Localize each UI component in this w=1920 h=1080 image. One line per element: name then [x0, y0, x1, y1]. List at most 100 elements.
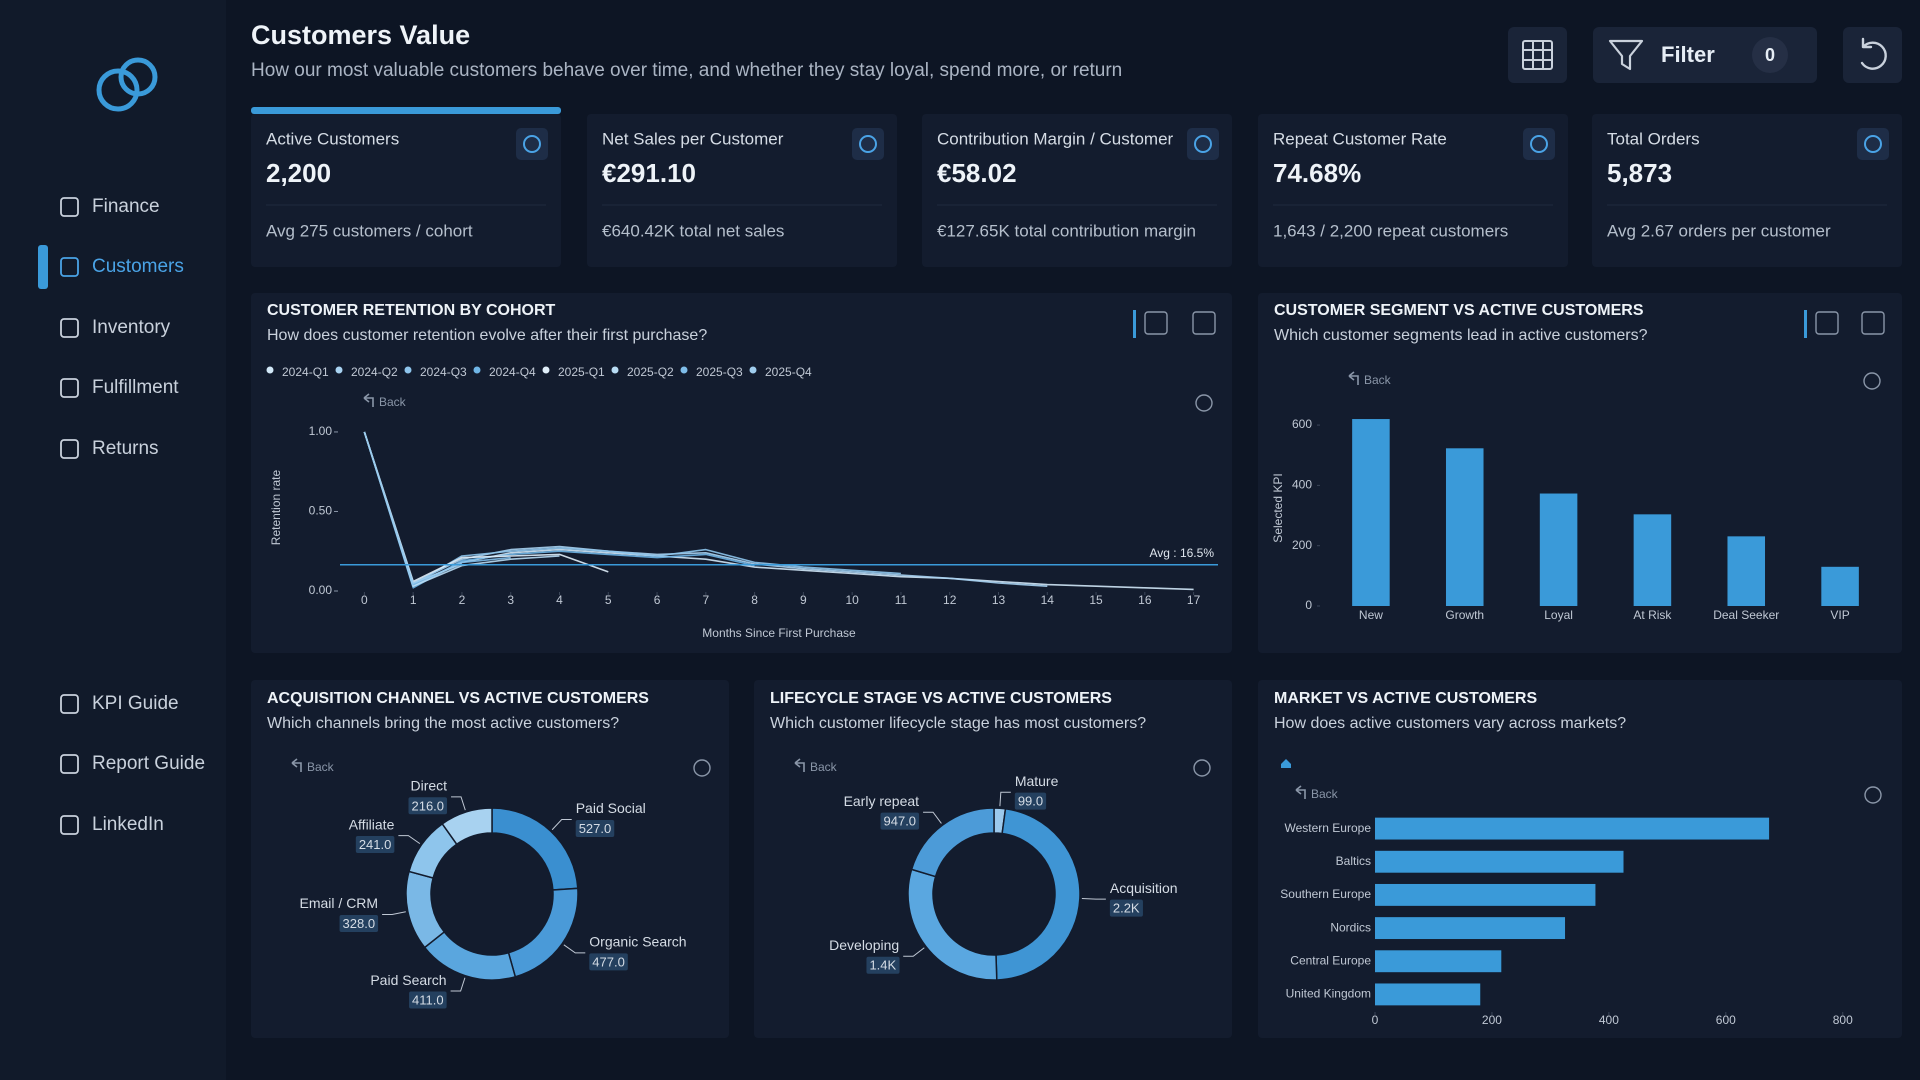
- leader-line: [551, 819, 572, 831]
- kpi-note: 1,643 / 2,200 repeat customers: [1273, 221, 1508, 240]
- back-button[interactable]: Back: [1311, 787, 1339, 801]
- reset-icon: [1860, 37, 1887, 70]
- chart-title: MARKET VS ACTIVE CUSTOMERS: [1274, 690, 1537, 707]
- back-icon[interactable]: [363, 393, 374, 407]
- link-icon: [60, 815, 79, 835]
- x-tick-label: VIP: [1830, 608, 1849, 622]
- kpi-selected-bar: [251, 107, 561, 114]
- value-label-box: [408, 797, 448, 815]
- nav-item[interactable]: Finance: [92, 196, 160, 217]
- bar: [1375, 983, 1481, 1006]
- slice-label: Direct: [410, 778, 447, 794]
- kpi-icon-box: [1857, 128, 1889, 160]
- value-label-box: [589, 953, 628, 971]
- kpi-icon-box: [852, 128, 884, 160]
- link-item[interactable]: Report Guide: [92, 753, 205, 774]
- x-tick-label: 16: [1138, 593, 1152, 607]
- y-tick-label: United Kingdom: [1286, 987, 1371, 1001]
- bar: [1375, 850, 1624, 873]
- x-tick-label: 1: [410, 593, 417, 607]
- donut-segment: [995, 807, 1081, 981]
- kpi-value: 74.68%: [1273, 158, 1361, 188]
- back-icon[interactable]: [794, 758, 805, 772]
- kpi-value: 2,200: [266, 158, 331, 188]
- chart-title: ACQUISITION CHANNEL VS ACTIVE CUSTOMERS: [267, 690, 649, 707]
- legend-dot: [335, 366, 343, 374]
- x-tick-label: 12: [943, 593, 957, 607]
- chart-title: LIFECYCLE STAGE VS ACTIVE CUSTOMERS: [770, 690, 1112, 707]
- kpi-icon: [859, 135, 877, 153]
- back-button[interactable]: Back: [379, 395, 407, 409]
- y-tick-label: 200: [1292, 538, 1312, 552]
- nav-item[interactable]: Returns: [92, 438, 159, 459]
- link-item[interactable]: LinkedIn: [92, 814, 164, 835]
- legend-label: 2024-Q3: [420, 365, 467, 379]
- nav-item[interactable]: Customers: [92, 256, 184, 277]
- kpi-note: €640.42K total net sales: [602, 221, 784, 240]
- table-icon: [1522, 40, 1553, 70]
- help-icon[interactable]: [1195, 394, 1213, 412]
- chart-title: CUSTOMER RETENTION BY COHORT: [267, 302, 556, 319]
- link-icon: [60, 694, 79, 714]
- y-tick-label: Nordics: [1330, 920, 1371, 934]
- nav-item[interactable]: Fulfillment: [92, 377, 179, 398]
- kpi-icon: [1194, 135, 1212, 153]
- x-tick-label: 6: [654, 593, 661, 607]
- toolbar-button[interactable]: [1192, 311, 1216, 335]
- home-icon[interactable]: [1281, 759, 1291, 768]
- slice-label: Paid Search: [370, 972, 446, 988]
- back-button[interactable]: Back: [810, 760, 838, 774]
- series-line: [363, 431, 1194, 591]
- reset-button[interactable]: [1843, 27, 1902, 83]
- leader-line: [563, 944, 586, 954]
- toolbar-accent: [1133, 310, 1136, 338]
- toolbar-button[interactable]: [1815, 311, 1839, 335]
- x-tick-label: 200: [1482, 1013, 1502, 1027]
- value-label: 2.2K: [1113, 901, 1140, 916]
- x-tick-label: 14: [1041, 593, 1055, 607]
- sidebar: [0, 0, 226, 1080]
- nav-item[interactable]: Inventory: [92, 317, 171, 338]
- x-tick-label: 0: [1372, 1013, 1379, 1027]
- back-icon[interactable]: [1348, 371, 1359, 385]
- toolbar-button[interactable]: [1861, 311, 1885, 335]
- help-icon[interactable]: [1864, 786, 1882, 804]
- table-button[interactable]: [1508, 27, 1567, 83]
- kpi-label: Total Orders: [1607, 129, 1700, 148]
- help-icon[interactable]: [1193, 759, 1211, 777]
- y-tick-label: 1.00: [309, 424, 333, 438]
- toolbar-button[interactable]: [1144, 311, 1168, 335]
- link-item[interactable]: KPI Guide: [92, 693, 179, 714]
- bar: [1727, 536, 1766, 606]
- legend-dot: [542, 366, 550, 374]
- kpi-icon-box: [1523, 128, 1555, 160]
- slice-label: Mature: [1015, 773, 1059, 789]
- back-icon[interactable]: [291, 758, 302, 772]
- chart-subtitle: Which customer segments lead in active c…: [1274, 327, 1648, 344]
- legend-dot: [749, 366, 757, 374]
- filter-label: Filter: [1661, 42, 1715, 67]
- kpi-note: Avg 275 customers / cohort: [266, 221, 473, 240]
- kpi-card[interactable]: [1258, 114, 1568, 267]
- x-tick-label: 600: [1716, 1013, 1736, 1027]
- kpi-card[interactable]: [251, 114, 561, 267]
- x-tick-label: 0: [361, 593, 368, 607]
- help-icon[interactable]: [1863, 372, 1881, 390]
- value-label: 241.0: [359, 837, 392, 852]
- y-tick-label: Western Europe: [1285, 821, 1372, 835]
- help-icon[interactable]: [693, 759, 711, 777]
- bar: [1352, 419, 1390, 606]
- kpi-card[interactable]: [587, 114, 897, 267]
- logo-ring: [96, 68, 140, 112]
- filter-icon: [1608, 39, 1644, 71]
- value-label-box: [1109, 899, 1143, 917]
- leader-line: [999, 791, 1011, 807]
- kpi-card[interactable]: [1592, 114, 1902, 267]
- back-button[interactable]: Back: [1364, 373, 1392, 387]
- back-button[interactable]: Back: [307, 760, 335, 774]
- back-icon[interactable]: [1295, 785, 1306, 799]
- legend-dot: [404, 366, 412, 374]
- kpi-card[interactable]: [922, 114, 1232, 267]
- toolbar-accent: [1804, 310, 1807, 338]
- bar: [1375, 817, 1770, 840]
